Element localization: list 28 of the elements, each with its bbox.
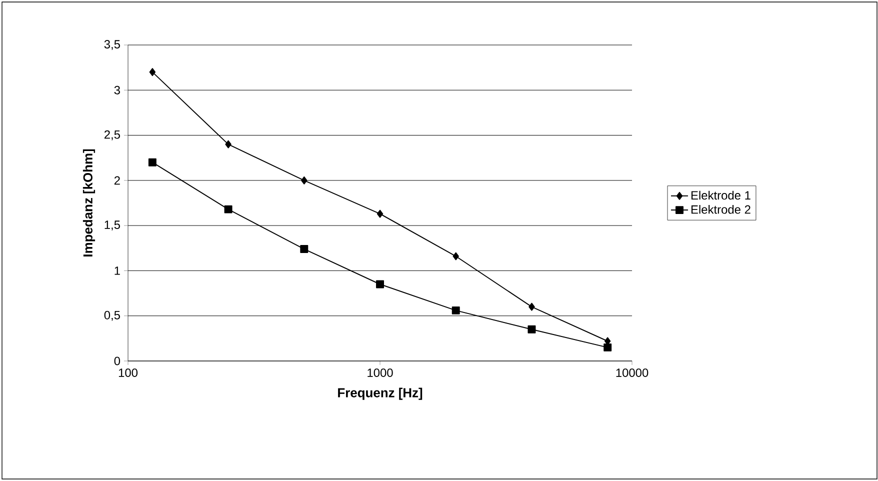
point <box>224 205 232 214</box>
point <box>604 343 612 352</box>
y-tick-label: 0,5 <box>104 310 120 321</box>
point <box>452 252 459 260</box>
point <box>149 68 156 76</box>
point <box>148 158 156 166</box>
point <box>376 280 384 288</box>
point <box>528 325 536 334</box>
point <box>452 306 460 314</box>
y-axis-title: Impedanz [kOhm] <box>82 149 96 256</box>
y-tick-label: 1,5 <box>104 220 120 230</box>
y-tick-label: 1 <box>114 266 120 275</box>
legend-label: Elektrode 2 <box>691 204 750 214</box>
x-tick-label: 100 <box>118 368 138 377</box>
y-tick-label: 0 <box>114 356 120 366</box>
x-tick-label: 1000 <box>368 368 393 377</box>
point <box>376 210 384 218</box>
x-axis-title: Frequenz [Hz] <box>338 388 422 400</box>
y-tick-label: 3 <box>114 86 120 94</box>
point <box>301 176 308 184</box>
point <box>300 245 308 254</box>
y-tick-label: 2,5 <box>104 130 120 140</box>
point <box>528 302 535 311</box>
y-tick-label: 2 <box>114 176 120 185</box>
x-tick-label: 10000 <box>616 368 648 377</box>
y-tick-label: 3,5 <box>104 40 120 50</box>
point <box>225 140 232 148</box>
legend-label: Elektrode 1 <box>691 190 750 200</box>
